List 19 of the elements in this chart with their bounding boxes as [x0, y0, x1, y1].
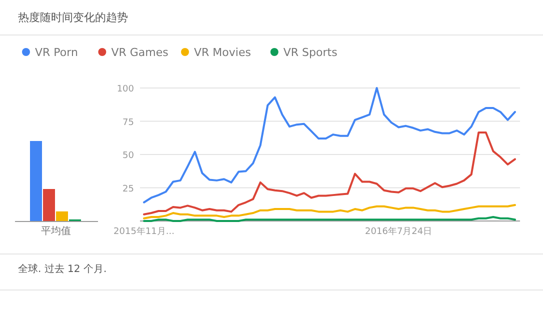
bar [30, 141, 42, 221]
x-tick-label: 2015年11月... [114, 226, 174, 237]
x-tick-label: 平均值 [41, 225, 71, 237]
chart-title: 热度随时间变化的趋势 [18, 11, 128, 24]
line-series [143, 87, 516, 204]
x-tick-label: 2016年7月24日 [365, 226, 432, 237]
line-series [143, 132, 516, 216]
y-tick-label: 25 [122, 184, 134, 194]
y-tick-label: 100 [116, 84, 134, 94]
y-tick-label: 75 [122, 118, 134, 128]
bar [56, 211, 68, 221]
legend-label: VR Games [111, 46, 169, 59]
legend-label: VR Movies [194, 46, 252, 59]
y-tick-label: 50 [122, 151, 134, 161]
legend-label: VR Sports [283, 46, 338, 59]
bar [43, 189, 55, 221]
text: 全球. 过去 12 个月. [18, 263, 107, 275]
legend-label: VR Porn [35, 46, 78, 59]
line-series [143, 204, 516, 220]
